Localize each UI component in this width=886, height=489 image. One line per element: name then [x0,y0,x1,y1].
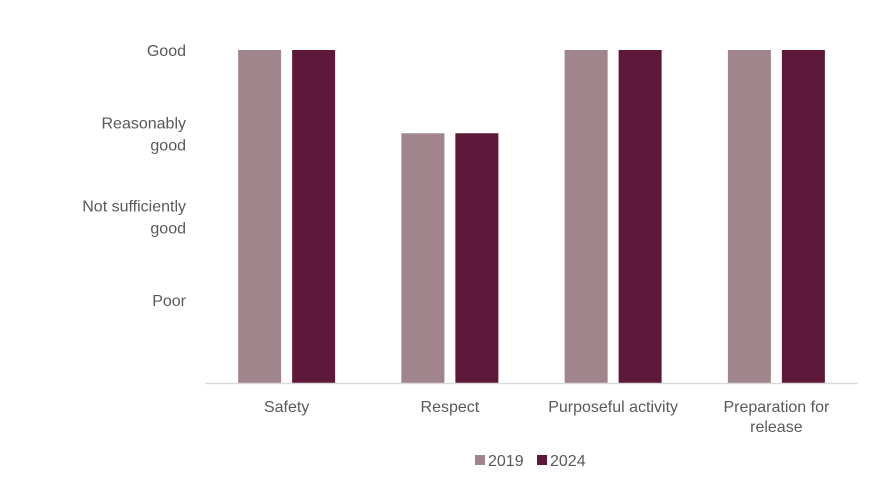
legend-label: 2024 [550,453,586,470]
bar-2019-purposeful-activity [564,50,608,383]
x-tick-label: Purposeful activity [548,399,678,416]
x-tick-label: release [750,419,803,436]
legend-label: 2019 [488,453,524,470]
bar-2024-respect [455,133,499,383]
y-tick-label: Not sufficiently [82,199,186,216]
x-tick-label: Respect [421,399,480,416]
y-tick-label: Poor [152,293,186,310]
y-tick-label: good [150,137,186,154]
bar-2024-purposeful-activity [618,50,662,383]
legend-swatch-2024 [537,455,547,465]
y-tick-label: good [150,221,186,238]
bar-2019-preparation-for-release [727,50,771,383]
x-tick-label: Safety [264,399,309,416]
bar-2019-respect [401,133,445,383]
bar-2024-preparation-for-release [781,50,825,383]
bar-2019-safety [238,50,282,383]
y-tick-label: Reasonably [102,115,187,132]
bar-2024-safety [292,50,336,383]
x-tick-label: Preparation for [723,399,830,416]
y-tick-label: Good [147,43,186,60]
legend-swatch-2019 [475,455,485,465]
